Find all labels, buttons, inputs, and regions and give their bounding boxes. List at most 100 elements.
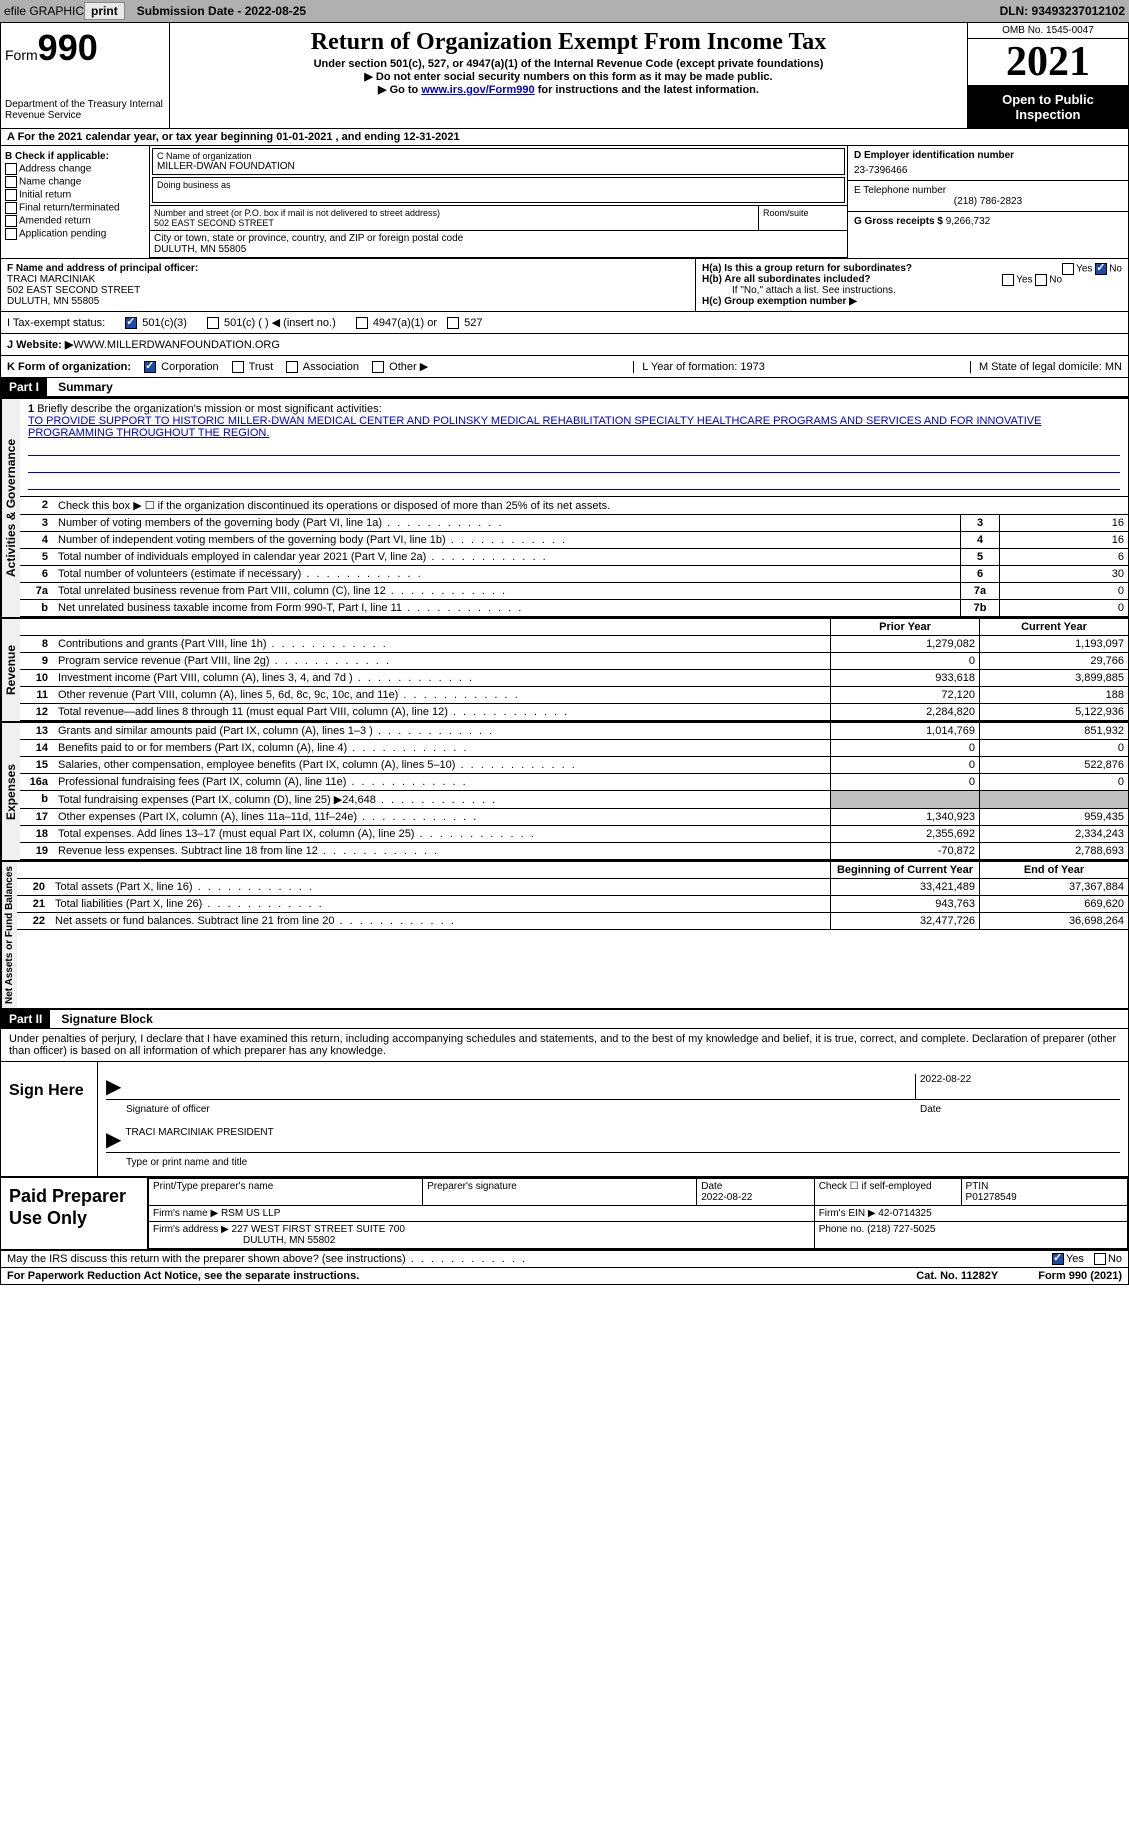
part2-title: Signature Block: [53, 1010, 160, 1028]
ha-row: H(a) Is this a group return for subordin…: [702, 263, 1122, 274]
form-number: Form990: [5, 27, 165, 69]
opt-501c[interactable]: 501(c) ( ) ◀ (insert no.): [207, 316, 336, 329]
ein-label: D Employer identification number: [854, 150, 1122, 161]
prep-date-label: Date: [701, 1181, 722, 1192]
firm-addr-label: Firm's address ▶: [153, 1224, 232, 1235]
check-name-change[interactable]: Name change: [5, 176, 145, 188]
opt-trust[interactable]: Trust: [232, 361, 274, 373]
officer-name: TRACI MARCINIAK: [7, 274, 689, 285]
paid-preparer-label: Paid Preparer Use Only: [1, 1178, 148, 1249]
table-row: 18Total expenses. Add lines 13–17 (must …: [20, 826, 1128, 843]
dba-label: Doing business as: [157, 180, 840, 190]
hb-note: If "No," attach a list. See instructions…: [702, 285, 1122, 296]
opt-corp[interactable]: Corporation: [144, 361, 219, 373]
firm-phone: (218) 727-5025: [867, 1224, 935, 1235]
check-self-employed[interactable]: Check ☐ if self-employed: [814, 1179, 961, 1206]
table-row: 15Salaries, other compensation, employee…: [20, 757, 1128, 774]
org-address: 502 EAST SECOND STREET: [154, 218, 754, 228]
firm-ein: 42-0714325: [878, 1208, 931, 1219]
submission-date: Submission Date - 2022-08-25: [137, 4, 306, 18]
form-990: Form990 Department of the Treasury Inter…: [0, 22, 1129, 1285]
prep-date: 2022-08-22: [701, 1192, 752, 1203]
paperwork-notice: For Paperwork Reduction Act Notice, see …: [7, 1270, 359, 1282]
gross-receipts-value: 9,266,732: [946, 216, 991, 227]
efile-label: efile GRAPHIC: [4, 4, 84, 18]
addr-label: Number and street (or P.O. box if mail i…: [154, 208, 754, 218]
year-formation: L Year of formation: 1973: [633, 361, 765, 373]
firm-city: DULUTH, MN 55802: [153, 1235, 335, 1246]
print-button[interactable]: print: [84, 2, 125, 20]
ptin-label: PTIN: [966, 1181, 989, 1192]
tax-year: 2021: [968, 39, 1128, 86]
table-row: 7aTotal unrelated business revenue from …: [20, 583, 1128, 600]
officer-typed-name: TRACI MARCINIAK PRESIDENT: [125, 1127, 273, 1152]
opt-501c3[interactable]: 501(c)(3): [125, 317, 187, 329]
part1-title: Summary: [50, 378, 121, 396]
check-amended[interactable]: Amended return: [5, 215, 145, 227]
org-city: DULUTH, MN 55805: [154, 244, 843, 255]
form-footer: Form 990 (2021): [1038, 1270, 1122, 1282]
vert-activities-governance: Activities & Governance: [1, 399, 20, 617]
table-row: bNet unrelated business taxable income f…: [20, 600, 1128, 617]
table-row: 11Other revenue (Part VIII, column (A), …: [20, 687, 1128, 704]
instruction-line-1: ▶ Do not enter social security numbers o…: [174, 70, 963, 83]
part2-header: Part II: [1, 1010, 50, 1028]
opt-assoc[interactable]: Association: [286, 361, 359, 373]
firm-name-label: Firm's name ▶: [153, 1208, 221, 1219]
table-row: 20Total assets (Part X, line 16)33,421,4…: [17, 879, 1128, 896]
hb-row: H(b) Are all subordinates included? Yes …: [702, 274, 1122, 285]
omb-number: OMB No. 1545-0047: [968, 23, 1128, 39]
check-initial-return[interactable]: Initial return: [5, 189, 145, 201]
q2-text: Check this box ▶ ☐ if the organization d…: [54, 497, 1128, 515]
firm-ein-label: Firm's EIN ▶: [819, 1208, 879, 1219]
discuss-yes[interactable]: Yes: [1052, 1253, 1084, 1265]
firm-name: RSM US LLP: [221, 1208, 280, 1219]
table-row: 19Revenue less expenses. Subtract line 1…: [20, 843, 1128, 860]
check-address-change[interactable]: Address change: [5, 163, 145, 175]
table-row: 5Total number of individuals employed in…: [20, 549, 1128, 566]
arrow-icon: ▶: [106, 1127, 121, 1152]
vert-revenue: Revenue: [1, 619, 20, 721]
sig-officer-label: Signature of officer: [106, 1104, 920, 1115]
irs-link[interactable]: www.irs.gov/Form990: [421, 84, 534, 96]
opt-4947[interactable]: 4947(a)(1) or: [356, 317, 437, 329]
arrow-icon: ▶: [106, 1074, 121, 1099]
sign-here-label: Sign Here: [1, 1062, 98, 1176]
opt-other[interactable]: Other ▶: [372, 361, 428, 373]
officer-label: F Name and address of principal officer:: [7, 263, 689, 274]
tax-exempt-label: I Tax-exempt status:: [7, 317, 105, 329]
officer-addr1: 502 EAST SECOND STREET: [7, 285, 689, 296]
table-row: 14Benefits paid to or for members (Part …: [20, 740, 1128, 757]
table-row: 12Total revenue—add lines 8 through 11 (…: [20, 704, 1128, 721]
table-row: 4Number of independent voting members of…: [20, 532, 1128, 549]
table-row: 13Grants and similar amounts paid (Part …: [20, 723, 1128, 740]
dept-label: Department of the Treasury Internal Reve…: [5, 99, 165, 121]
q1-label: Briefly describe the organization's miss…: [37, 403, 381, 415]
check-application-pending[interactable]: Application pending: [5, 228, 145, 240]
state-domicile: M State of legal domicile: MN: [970, 361, 1122, 373]
signature-intro: Under penalties of perjury, I declare th…: [1, 1029, 1128, 1062]
form-title: Return of Organization Exempt From Incom…: [174, 29, 963, 56]
table-row: 17Other expenses (Part IX, column (A), l…: [20, 809, 1128, 826]
instruction-line-2: ▶ Go to www.irs.gov/Form990 for instruct…: [174, 83, 963, 96]
vert-expenses: Expenses: [1, 723, 20, 860]
mission-text: TO PROVIDE SUPPORT TO HISTORIC MILLER-DW…: [28, 415, 1041, 439]
table-row: 6Total number of volunteers (estimate if…: [20, 566, 1128, 583]
gross-receipts-label: G Gross receipts $: [854, 216, 946, 227]
discuss-no[interactable]: No: [1094, 1253, 1122, 1265]
topbar: efile GRAPHIC print Submission Date - 20…: [0, 0, 1129, 22]
website-value: WWW.MILLERDWANFOUNDATION.ORG: [73, 339, 280, 351]
part1-header: Part I: [1, 378, 47, 396]
opt-527[interactable]: 527: [447, 317, 482, 329]
website-label: J Website: ▶: [7, 338, 73, 351]
phone-label: E Telephone number: [854, 185, 1122, 196]
ptin-value: P01278549: [966, 1192, 1017, 1203]
room-label: Room/suite: [763, 208, 843, 218]
firm-addr: 227 WEST FIRST STREET SUITE 700: [232, 1224, 405, 1235]
table-row: 16aProfessional fundraising fees (Part I…: [20, 774, 1128, 791]
table-row: bTotal fundraising expenses (Part IX, co…: [20, 791, 1128, 809]
form-subtitle: Under section 501(c), 527, or 4947(a)(1)…: [174, 58, 963, 70]
table-row: 9Program service revenue (Part VIII, lin…: [20, 653, 1128, 670]
check-final-return[interactable]: Final return/terminated: [5, 202, 145, 214]
prep-name-label: Print/Type preparer's name: [153, 1181, 273, 1192]
